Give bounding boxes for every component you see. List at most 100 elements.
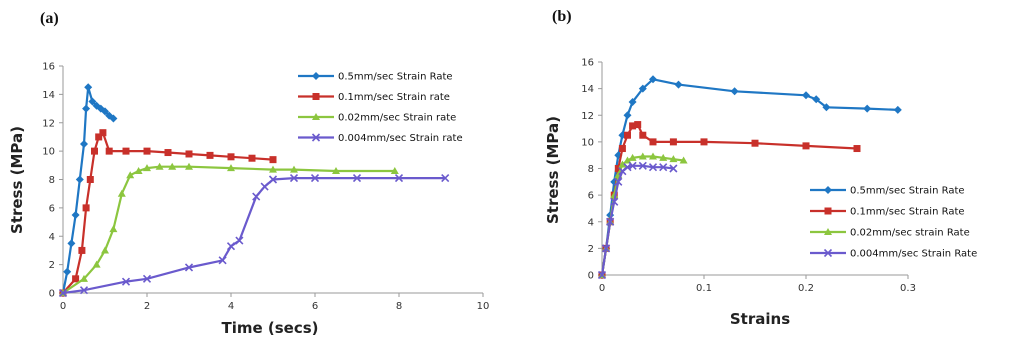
data-point	[86, 176, 94, 183]
data-point	[597, 270, 607, 280]
data-point	[164, 149, 172, 157]
y-tick-label: 12	[42, 118, 55, 129]
series-4: 0.004mm/sec Strain Rate	[597, 161, 977, 280]
data-point	[638, 161, 647, 170]
data-point	[248, 154, 256, 162]
x-tick-label: 0	[60, 301, 66, 312]
data-point	[352, 174, 362, 183]
data-point	[649, 75, 657, 84]
data-point	[88, 97, 97, 106]
data-point	[802, 142, 810, 150]
data-point	[101, 246, 109, 254]
legend-label: 0.02mm/sec strain Rate	[850, 228, 970, 239]
series-line	[62, 130, 274, 294]
legend-marker	[312, 72, 320, 80]
data-point	[623, 156, 632, 164]
x-axis-title: Time (secs)	[221, 319, 318, 337]
y-tick-label: 2	[49, 260, 55, 271]
data-point	[252, 192, 261, 201]
data-point	[134, 166, 143, 174]
y-tick-label: 6	[49, 203, 55, 214]
legend-marker	[823, 248, 833, 258]
data-point	[700, 138, 708, 146]
data-point	[269, 156, 277, 164]
y-tick-label: 4	[588, 217, 594, 228]
y-tick-label: 2	[588, 244, 594, 255]
data-point	[92, 260, 101, 268]
series-3: 0.02mm/sec Strain rate	[59, 113, 456, 296]
data-point	[639, 131, 647, 139]
data-point	[669, 138, 677, 146]
data-point	[669, 164, 678, 173]
legend-label: 0.1mm/sec Strain rate	[338, 92, 450, 103]
data-point	[618, 160, 627, 168]
data-point	[441, 174, 450, 183]
data-point	[84, 83, 93, 92]
legend-marker	[311, 133, 321, 142]
data-point	[623, 111, 632, 120]
panel-label-a: (a)	[40, 10, 59, 27]
data-point	[610, 197, 619, 206]
data-point	[812, 95, 821, 104]
data-point	[624, 131, 631, 139]
y-axis-title: Stress (MPa)	[8, 126, 26, 234]
data-point	[99, 129, 107, 137]
data-point	[332, 166, 340, 174]
legend-label: 0.02mm/sec Strain rate	[338, 113, 456, 124]
x-tick-label: 0.2	[798, 283, 814, 294]
data-point	[185, 162, 193, 170]
data-point	[638, 152, 647, 160]
data-point	[142, 274, 152, 283]
data-point	[628, 153, 637, 161]
data-point	[206, 151, 214, 159]
series-line	[62, 177, 446, 295]
x-tick-label: 6	[312, 301, 318, 312]
legend-marker	[824, 207, 832, 215]
data-point	[390, 166, 399, 174]
data-point	[91, 147, 98, 155]
data-point	[634, 121, 642, 129]
legend-label: 0.5mm/sec Strain Rate	[338, 72, 453, 83]
y-tick-label: 0	[588, 271, 594, 282]
legend-label: 0.1mm/sec Strain Rate	[850, 207, 965, 218]
legend-marker	[824, 186, 832, 194]
legend-marker	[312, 113, 320, 120]
data-point	[853, 145, 861, 153]
data-point	[82, 204, 90, 212]
data-point	[628, 97, 637, 106]
data-point	[105, 147, 113, 155]
data-point	[71, 210, 80, 219]
data-point	[67, 239, 76, 248]
series-line	[600, 155, 684, 276]
x-tick-label: 0	[599, 283, 605, 294]
data-point	[649, 152, 657, 160]
data-point	[629, 122, 637, 130]
data-point	[63, 267, 72, 276]
data-point	[893, 105, 902, 114]
y-tick-label: 8	[49, 175, 55, 186]
x-tick-label: 0.1	[696, 283, 712, 294]
data-point	[679, 156, 688, 164]
data-point	[155, 162, 164, 170]
data-point	[143, 147, 151, 155]
data-point	[310, 174, 320, 183]
panel-label-b: (b)	[552, 8, 572, 25]
data-point	[659, 153, 668, 161]
data-point	[126, 171, 135, 179]
data-point	[638, 84, 647, 93]
data-point	[268, 175, 278, 184]
data-point	[117, 189, 126, 197]
y-tick-label: 10	[581, 137, 594, 148]
data-point	[109, 225, 118, 233]
data-point	[80, 274, 88, 282]
y-tick-label: 6	[588, 191, 594, 202]
y-axis-title: Stress (MPa)	[544, 116, 562, 224]
data-point	[751, 139, 759, 147]
x-tick-label: 4	[228, 301, 234, 312]
data-point	[79, 286, 89, 295]
y-tick-label: 14	[42, 90, 55, 101]
data-point	[72, 275, 80, 283]
data-point	[80, 140, 88, 149]
data-point	[168, 162, 177, 170]
series-line	[600, 78, 898, 276]
